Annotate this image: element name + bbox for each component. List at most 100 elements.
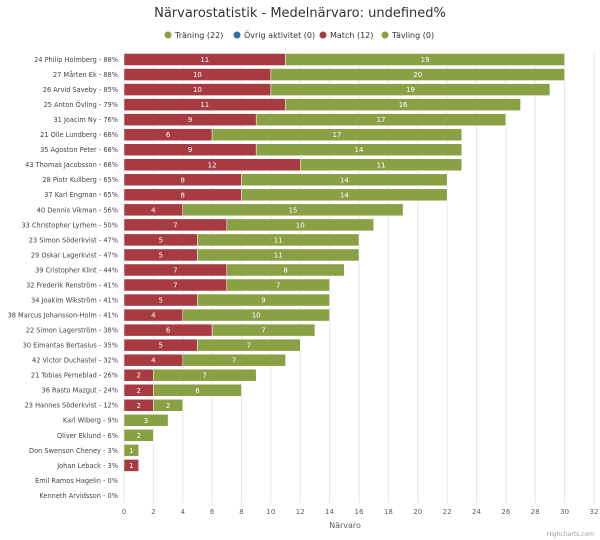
bar-segment[interactable] — [123, 444, 139, 457]
bar-segment[interactable] — [226, 278, 330, 292]
x-tick-label: 26 — [501, 508, 510, 516]
x-tick-label: 32 — [590, 508, 599, 516]
bar-segment[interactable] — [197, 248, 360, 262]
data-label: 2 — [136, 432, 140, 440]
data-label: 5 — [158, 297, 162, 305]
category-label: 43 Thomas Jacobsson - 68% — [25, 161, 118, 169]
category-label: 34 Joakim Wikström - 41% — [31, 296, 118, 304]
legend-item[interactable]: Övrig aktivitet (0) — [233, 30, 316, 40]
data-label: 5 — [158, 251, 162, 259]
bar-segment[interactable] — [182, 353, 286, 367]
bar-segment[interactable] — [241, 173, 448, 187]
category-label: 21 Tobias Perneblad - 26% — [31, 372, 118, 380]
data-label: 7 — [203, 372, 207, 380]
bar-segment[interactable] — [211, 323, 316, 337]
x-tick-label: 6 — [210, 508, 215, 516]
data-label: 14 — [355, 146, 364, 154]
legend-marker — [233, 31, 241, 39]
legend-marker — [164, 31, 172, 39]
data-label: 20 — [413, 71, 422, 79]
category-labels: 24 Philip Holmberg - 88% 27 Mårten Ek - 8… — [8, 56, 118, 500]
bar-segment[interactable] — [285, 53, 565, 66]
category-label: 42 Victor Duchastel - 32% — [32, 357, 118, 365]
bar-segment[interactable] — [123, 414, 169, 427]
category-label: 23 Simon Söderkvist - 47% — [29, 236, 118, 244]
data-label: 14 — [340, 191, 349, 199]
bar-segment[interactable] — [226, 263, 345, 277]
data-label: 8 — [181, 176, 185, 184]
bar-segment[interactable] — [197, 233, 360, 247]
bar-segment[interactable] — [300, 158, 463, 172]
data-label: 11 — [200, 56, 209, 64]
legend-item[interactable]: Tävling (0) — [381, 31, 435, 40]
data-label: 6 — [166, 131, 171, 139]
data-label: 17 — [333, 131, 342, 139]
category-label: 33 Christopher Lyrhem - 50% — [21, 221, 118, 229]
legend-item[interactable]: Träning (22) — [164, 31, 224, 40]
data-label: 4 — [151, 312, 156, 320]
bar-segment[interactable] — [255, 113, 507, 126]
data-label: 8 — [181, 191, 185, 199]
data-label: 10 — [252, 312, 261, 320]
category-label: 23 Hannes Söderkvist - 12% — [25, 402, 118, 410]
x-tick-label: 16 — [355, 508, 364, 516]
category-label: 35 Agoston Peter - 68% — [40, 146, 118, 154]
chart-title: Närvarostatistik - Medelnärvaro: undefin… — [154, 6, 446, 21]
data-label: 11 — [200, 101, 209, 109]
bar-segment[interactable] — [153, 383, 242, 397]
data-label: 7 — [276, 282, 280, 290]
bar-segment[interactable] — [123, 459, 139, 472]
x-axis-title: Närvaro — [329, 521, 361, 530]
bar-segment[interactable] — [123, 429, 154, 442]
x-tick-label: 12 — [296, 508, 305, 516]
category-label: Karl Wiberg - 9% — [63, 417, 118, 425]
bar-segment[interactable] — [182, 308, 330, 322]
bar-segment[interactable] — [255, 143, 463, 156]
data-label: 10 — [296, 221, 305, 229]
grid-lines — [123, 52, 595, 503]
data-label: 4 — [151, 206, 156, 214]
category-label: 25 Anton Övling - 79% — [44, 100, 118, 109]
bar-segment[interactable] — [226, 218, 374, 232]
category-label: 24 Philip Holmberg - 88% — [34, 56, 118, 64]
category-label: 29 Oskar Lagerkvist - 47% — [31, 251, 118, 259]
bar-segment[interactable] — [153, 399, 183, 412]
legend-item[interactable]: Match (12) — [319, 31, 374, 40]
bar-segment[interactable] — [153, 368, 257, 382]
category-label: 26 Arvid Saveby - 85% — [43, 86, 118, 94]
bar-segment[interactable] — [241, 188, 448, 202]
x-axis-ticks: 0 2 4 6 8 10 12 14 16 18 20 22 24 26 28 30 32 — [122, 508, 599, 516]
bar-segment[interactable] — [285, 98, 521, 111]
legend-label: Match (12) — [330, 31, 373, 40]
bar-segment[interactable] — [182, 203, 404, 217]
data-label: 10 — [193, 71, 202, 79]
category-label: 30 Eimantas Bertasius - 35% — [23, 342, 118, 350]
category-label: 28 Piotr Kullberg - 65% — [42, 176, 118, 184]
data-label: 9 — [188, 146, 192, 154]
legend-label: Träning (22) — [174, 31, 223, 40]
bar-segment[interactable] — [197, 338, 301, 352]
category-label: Kenneth Arvidsson - 0% — [39, 492, 118, 500]
category-label: 21 Olle Lundberg - 68% — [40, 131, 118, 139]
data-label: 7 — [173, 221, 177, 229]
data-label: 15 — [288, 206, 297, 214]
data-label: 6 — [166, 327, 171, 335]
data-label: 14 — [340, 176, 349, 184]
category-label: Johan Leback - 3% — [56, 462, 118, 470]
data-label: 10 — [193, 86, 202, 94]
x-tick-label: 10 — [266, 508, 275, 516]
bar-segment[interactable] — [197, 293, 330, 307]
bar-segment[interactable] — [270, 68, 565, 81]
category-label: Oliver Eklund - 6% — [57, 432, 118, 440]
x-tick-label: 2 — [151, 508, 155, 516]
data-label: 4 — [151, 357, 156, 365]
x-tick-label: 8 — [239, 508, 243, 516]
bar-segment[interactable] — [211, 128, 463, 141]
data-label: 2 — [136, 372, 140, 380]
data-label: 7 — [247, 342, 251, 350]
category-label: 39 Cristopher Klint - 44% — [35, 266, 118, 274]
data-label: 19 — [406, 86, 415, 94]
bar-segment[interactable] — [270, 83, 551, 96]
credits-link[interactable]: Highcharts.com — [547, 531, 594, 538]
